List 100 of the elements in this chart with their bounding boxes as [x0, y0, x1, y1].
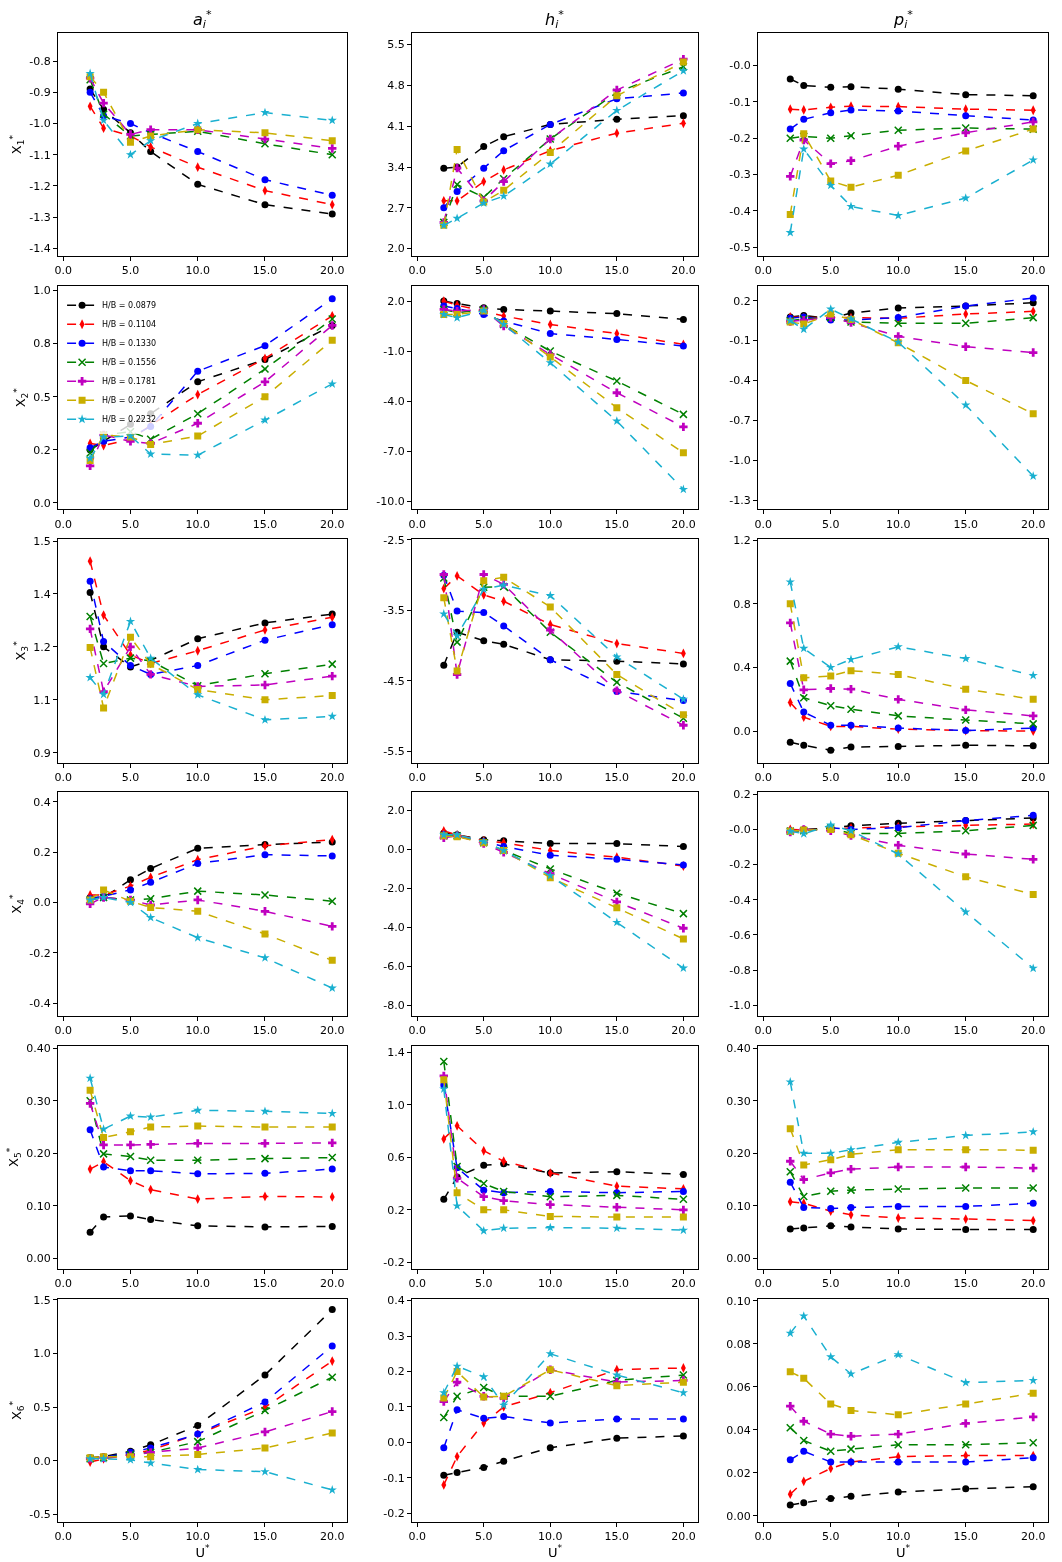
y-tick-label: 0.06: [726, 1380, 751, 1394]
y-tick-label: 0.8: [33, 337, 51, 351]
x-tick-label: 20.0: [319, 770, 345, 784]
y-tick-label: 2.0: [387, 804, 405, 818]
y-tick-label: -0.9: [29, 86, 51, 100]
y-tick-label: -2.0: [383, 882, 405, 896]
x-axis-title: U$^{*}$: [895, 1543, 911, 1560]
y-tick-label: 0.10: [726, 1294, 751, 1308]
y-tick-label: 1.2: [733, 533, 751, 547]
x-tick-label: 5.0: [474, 1530, 493, 1544]
y-tick-label: -1.2: [29, 179, 51, 193]
y-tick-label: 0.2: [733, 294, 751, 308]
y-tick-label: 1.0: [387, 1098, 405, 1112]
x-tick-label: 0.0: [754, 264, 773, 278]
legend-label: H/B = 0.1556: [102, 358, 157, 368]
legend-label: H/B = 0.1781: [102, 377, 157, 387]
x-tick-label: 10.0: [538, 1023, 563, 1037]
y-tick-label: 0.30: [26, 1094, 51, 1108]
x-tick-label: 10.0: [185, 264, 210, 278]
y-tick-label: 0.08: [726, 1337, 751, 1351]
x-tick-label: 5.0: [121, 1530, 140, 1544]
x-tick-label: 20.0: [1020, 1530, 1046, 1544]
legend-label: H/B = 0.1104: [102, 320, 157, 330]
y-tick-label: -0.0: [729, 59, 751, 73]
y-tick-label: 2.0: [387, 242, 405, 256]
y-tick-label: 0.9: [33, 746, 51, 760]
y-tick-label: -0.4: [29, 997, 51, 1011]
y-tick-label: -0.8: [729, 963, 751, 977]
y-tick-label: -0.1: [729, 95, 751, 109]
x-tick-label: 15.0: [604, 517, 630, 531]
x-tick-label: 10.0: [185, 1530, 210, 1544]
x-tick-label: 5.0: [121, 770, 140, 784]
y-tick-label: -0.4: [729, 893, 751, 907]
y-tick-label: 1.4: [33, 587, 51, 601]
x-tick-label: 10.0: [885, 1277, 911, 1291]
y-tick-label: 1.4: [387, 1046, 405, 1060]
x-tick-label: 0.0: [408, 517, 426, 531]
x-tick-label: 10.0: [185, 1023, 210, 1037]
y-tick-label: -0.4: [729, 374, 751, 388]
y-tick-label: -1.1: [29, 148, 51, 162]
y-tick-label: -0.8: [29, 54, 51, 68]
x-tick-label: 15.0: [604, 1530, 630, 1544]
y-tick-label: 0.4: [387, 1294, 405, 1308]
x-tick-label: 5.0: [121, 517, 140, 531]
x-tick-label: 0.0: [54, 1277, 72, 1291]
x-axis-title: U$^{*}$: [547, 1543, 563, 1560]
x-tick-label: 10.0: [538, 770, 563, 784]
y-tick-label: 1.2: [33, 640, 51, 654]
y-tick-label: 0.00: [726, 1252, 751, 1266]
y-tick-label: -0.0: [729, 823, 751, 837]
y-tick-label: 0.0: [733, 725, 751, 739]
x-tick-label: 20.0: [671, 264, 696, 278]
y-tick-label: 0.10: [26, 1199, 51, 1213]
y-tick-label: -1.0: [729, 999, 751, 1013]
y-tick-label: 0.40: [726, 1042, 751, 1056]
x-tick-label: 20.0: [671, 1530, 696, 1544]
x-tick-label: 10.0: [885, 264, 911, 278]
x-tick-label: 20.0: [319, 1277, 345, 1291]
legend-label: H/B = 0.1330: [102, 339, 157, 349]
y-tick-label: 0.0: [33, 496, 51, 510]
x-tick-label: 0.0: [754, 517, 773, 531]
y-tick-label: -10.0: [376, 494, 405, 508]
y-tick-label: 0.2: [387, 1203, 405, 1217]
x-tick-label: 15.0: [252, 264, 278, 278]
x-tick-label: 0.0: [54, 1530, 72, 1544]
x-tick-label: 20.0: [671, 770, 696, 784]
y-tick-label: -1.0: [383, 344, 405, 358]
y-tick-label: -0.2: [383, 1256, 405, 1270]
x-tick-label: 0.0: [754, 1023, 773, 1037]
y-tick-label: -0.1: [383, 1471, 405, 1485]
x-tick-label: 15.0: [604, 770, 630, 784]
y-tick-label: 0.3: [387, 1329, 405, 1343]
y-tick-label: -0.2: [729, 858, 751, 872]
x-tick-label: 10.0: [538, 1530, 563, 1544]
x-tick-label: 20.0: [1020, 264, 1046, 278]
y-tick-label: 1.5: [33, 1293, 51, 1307]
x-tick-label: 10.0: [538, 517, 563, 531]
x-tick-label: 10.0: [185, 770, 210, 784]
y-tick-label: 0.00: [726, 1509, 751, 1523]
y-tick-label: -1.4: [29, 242, 51, 256]
x-tick-label: 15.0: [252, 1277, 278, 1291]
y-tick-label: 0.1: [387, 1400, 405, 1414]
legend-label: H/B = 0.2232: [102, 415, 157, 425]
y-tick-label: -8.0: [383, 998, 405, 1012]
x-tick-label: 10.0: [885, 770, 911, 784]
x-tick-label: 20.0: [1020, 1277, 1046, 1291]
y-tick-label: -0.2: [729, 132, 751, 146]
x-tick-label: 5.0: [821, 1023, 840, 1037]
y-tick-label: -0.5: [729, 240, 751, 254]
x-tick-label: 15.0: [953, 1530, 978, 1544]
y-tick-label: -4.0: [383, 394, 405, 408]
x-tick-label: 15.0: [953, 1277, 978, 1291]
x-tick-label: 0.0: [54, 770, 72, 784]
y-tick-label: 0.2: [33, 845, 51, 859]
y-tick-label: 0.0: [33, 1454, 51, 1468]
x-tick-label: 5.0: [821, 1530, 840, 1544]
y-tick-label: -0.5: [29, 1508, 51, 1522]
y-tick-label: -3.5: [383, 604, 405, 618]
y-tick-label: 0.8: [733, 597, 751, 611]
x-tick-label: 5.0: [474, 1277, 493, 1291]
